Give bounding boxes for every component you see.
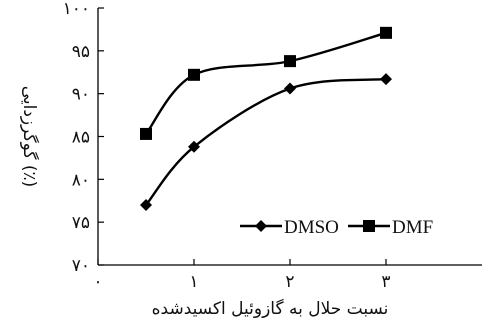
y-tick-label: ۸۵ [72,128,90,148]
legend-label-dmf: DMF [392,217,433,238]
series-line-dmso [145,77,387,206]
y-tick-label: ۸۰ [72,170,90,190]
y-tick-label: ۹۰ [72,85,90,105]
x-tick-label: ۲ [285,272,294,292]
y-tick-label: ۱۰۰ [63,0,90,19]
y-tick-label: ۷۰ [72,256,90,276]
legend-marker-dmf [363,220,375,232]
legend: DMSO DMF [240,217,433,238]
data-point-dmf [380,26,392,39]
x-tick-label: ۱ [189,272,198,292]
data-point-dmso [140,199,152,212]
data-point-dmf [284,55,296,68]
x-tick-label: ۰ [93,272,102,292]
data-point-dmf [140,127,152,140]
series-layer [140,26,392,212]
x-tick-label: ۳ [381,272,390,292]
x-axis-ticks: ۰ ۱ ۲ ۳ [93,259,391,292]
y-tick-label: ۹۵ [72,42,90,62]
series-line-dmf [145,31,387,135]
series-dmf [140,26,392,140]
legend-marker-dmso [255,220,267,232]
legend-label-dmso: DMSO [284,217,339,238]
series-dmso [140,73,392,212]
data-point-dmso [380,73,392,86]
x-axis-title: نسبت حلال به گازوئیل اکسیدشده [152,298,389,319]
y-axis-ticks: ۷۰ ۷۵ ۸۰ ۸۵ ۹۰ ۹۵ ۱۰۰ [63,0,104,276]
data-point-dmf [188,68,200,81]
y-tick-label: ۷۵ [72,213,90,233]
data-point-dmso [284,82,296,95]
y-axis-title: گوگرزدایی (٪) [19,86,40,188]
data-point-dmso [188,140,200,153]
